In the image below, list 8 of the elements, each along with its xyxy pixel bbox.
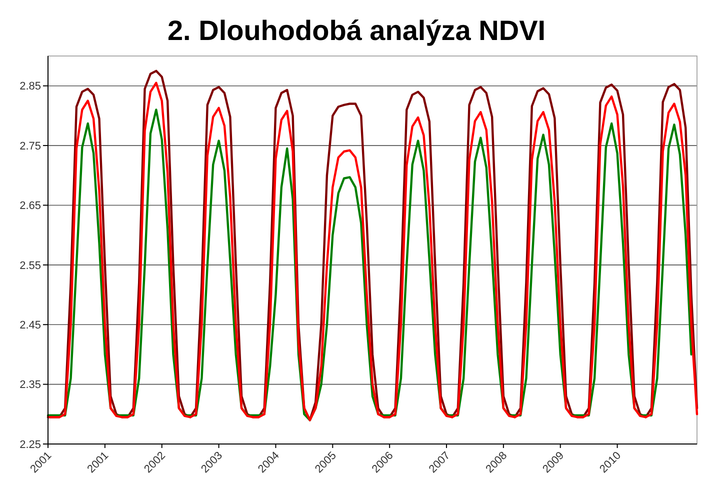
y-tick-label: 2.85 xyxy=(20,80,41,93)
y-tick-label: 2.35 xyxy=(20,379,41,392)
y-tick-label: 2.25 xyxy=(20,438,41,451)
chart-title: 2. Dlouhodobá analýza NDVI xyxy=(167,15,546,46)
y-tick-label: 2.55 xyxy=(20,260,41,272)
y-tick-label: 2.75 xyxy=(20,140,41,152)
y-tick-label: 2.45 xyxy=(20,319,41,332)
y-tick-label: 2.65 xyxy=(20,200,41,212)
